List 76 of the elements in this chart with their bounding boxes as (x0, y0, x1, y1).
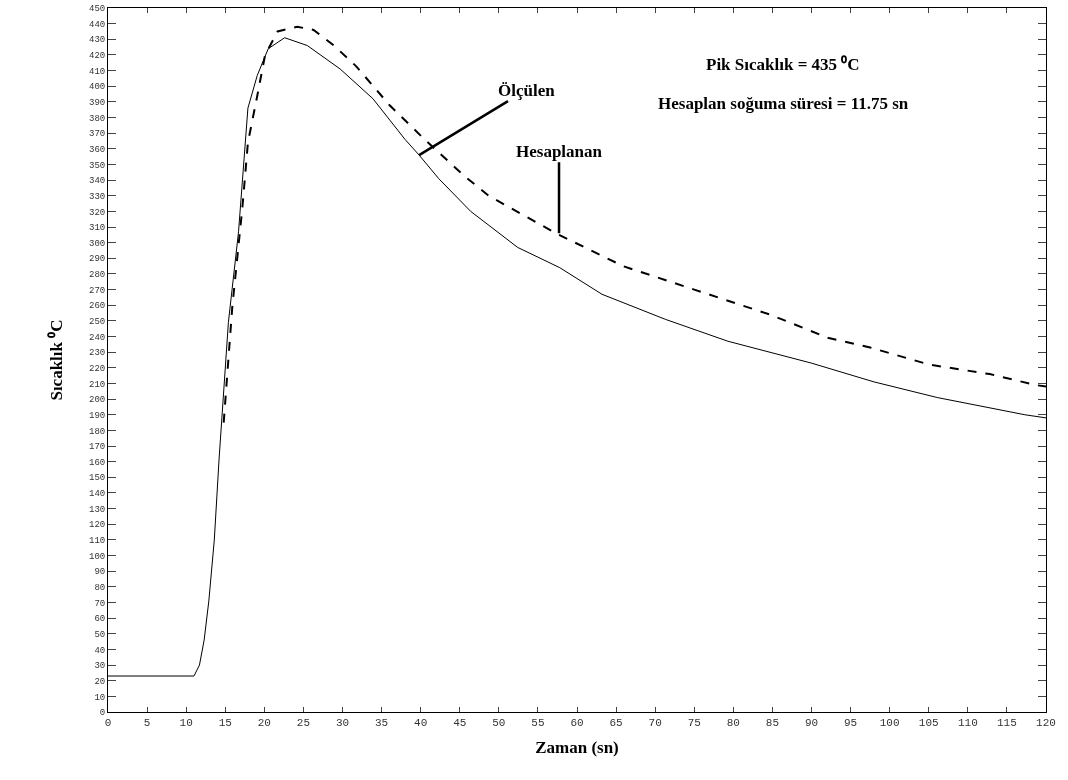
y-tick-label: 310 (89, 223, 106, 234)
y-tick-label: 170 (89, 442, 106, 453)
y-tick-label: 250 (89, 317, 106, 328)
x-tick-label: 35 (374, 717, 389, 730)
x-axis-title: Zaman (sn) (535, 737, 619, 757)
y-axis-title: Sıcaklık ⁰C (46, 319, 66, 401)
x-tick-label: 85 (765, 717, 780, 730)
y-tick-label: 10 (94, 692, 106, 703)
y-tick-label: 370 (89, 129, 106, 140)
y-tick-label: 180 (89, 426, 106, 437)
y-tick-label: 240 (89, 332, 106, 343)
y-tick-label: 20 (94, 676, 106, 687)
y-tick-label: 140 (89, 489, 106, 500)
y-tick-label: 230 (89, 348, 106, 359)
x-tick-label: 15 (218, 717, 232, 730)
y-tick-label: 330 (89, 191, 106, 202)
y-tick-label: 280 (89, 270, 106, 281)
y-tick-label: 390 (89, 98, 106, 109)
y-tick-label: 0 (99, 708, 106, 719)
annotation: Hesaplan soğuma süresi = 11.75 sn (658, 94, 909, 113)
y-tick-label: 130 (89, 504, 106, 515)
x-tick-label: 100 (879, 717, 900, 730)
y-tick-label: 160 (89, 457, 106, 468)
x-tick-label: 110 (957, 717, 978, 730)
y-tick-label: 380 (89, 113, 106, 124)
y-tick-label: 50 (94, 629, 106, 640)
x-tick-label: 40 (414, 717, 428, 730)
x-tick-label: 80 (726, 717, 740, 730)
y-tick-label: 90 (94, 567, 106, 578)
x-tick-label: 115 (997, 717, 1017, 730)
x-tick-label: 45 (453, 717, 467, 730)
x-tick-label: 60 (570, 717, 584, 730)
x-tick-label: 20 (257, 717, 271, 730)
x-tick-label: 120 (1036, 717, 1056, 730)
x-tick-label: 95 (843, 717, 858, 730)
y-tick-label: 430 (89, 35, 106, 46)
y-tick-label: 420 (89, 51, 106, 62)
y-tick-label: 300 (89, 238, 106, 249)
y-tick-label: 360 (89, 144, 106, 155)
y-tick-label: 70 (94, 598, 106, 609)
y-tick-label: 350 (89, 160, 106, 171)
x-tick-label: 5 (143, 717, 151, 730)
x-tick-label: 55 (531, 717, 545, 730)
x-tick-label: 70 (648, 717, 662, 730)
annotation: Hesaplanan (516, 142, 603, 161)
annotation: Pik Sıcaklık = 435 ⁰C (706, 55, 860, 74)
x-tick-label: 50 (492, 717, 506, 730)
annotation: Ölçülen (498, 81, 556, 100)
y-tick-label: 150 (89, 473, 106, 484)
y-tick-label: 190 (89, 410, 106, 421)
y-tick-label: 400 (89, 82, 106, 93)
y-tick-label: 340 (89, 176, 106, 187)
x-tick-label: 10 (179, 717, 193, 730)
x-tick-label: 105 (918, 717, 939, 730)
x-tick-label: 30 (335, 717, 350, 730)
y-tick-label: 40 (94, 645, 106, 656)
y-tick-label: 60 (94, 614, 106, 625)
x-tick-label: 25 (296, 717, 311, 730)
y-tick-label: 260 (89, 301, 106, 312)
y-tick-label: 30 (94, 661, 106, 672)
x-tick-label: 65 (609, 717, 623, 730)
x-tick-label: 90 (804, 717, 819, 730)
y-tick-label: 220 (89, 363, 106, 374)
y-tick-label: 120 (89, 520, 106, 531)
y-tick-label: 440 (89, 19, 106, 30)
y-tick-label: 110 (89, 536, 106, 547)
y-tick-label: 100 (89, 551, 106, 562)
y-tick-label: 210 (89, 379, 106, 390)
y-tick-label: 410 (89, 66, 106, 77)
y-tick-label: 200 (89, 395, 106, 406)
y-tick-label: 270 (89, 285, 106, 296)
x-tick-label: 75 (687, 717, 701, 730)
y-tick-label: 80 (94, 582, 106, 593)
y-tick-label: 290 (89, 254, 106, 265)
y-tick-label: 320 (89, 207, 106, 218)
y-tick-label: 450 (89, 4, 106, 15)
